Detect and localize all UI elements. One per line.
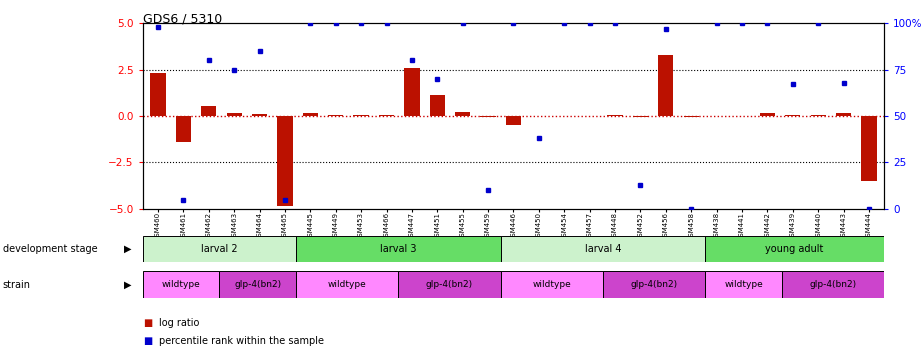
Text: ▶: ▶ xyxy=(124,280,132,290)
Bar xyxy=(506,116,521,125)
Text: ■: ■ xyxy=(143,318,152,328)
Text: glp-4(bn2): glp-4(bn2) xyxy=(631,280,678,289)
Bar xyxy=(603,271,705,298)
Bar xyxy=(227,113,242,116)
Bar xyxy=(861,116,877,181)
Bar xyxy=(399,271,501,298)
Text: larval 3: larval 3 xyxy=(380,244,416,254)
Text: development stage: development stage xyxy=(3,244,98,254)
Bar xyxy=(143,236,297,262)
Text: glp-4(bn2): glp-4(bn2) xyxy=(810,280,857,289)
Bar xyxy=(297,236,501,262)
Text: young adult: young adult xyxy=(765,244,824,254)
Bar xyxy=(379,115,394,116)
Bar xyxy=(760,113,775,116)
Bar xyxy=(785,115,800,116)
Bar xyxy=(455,112,471,116)
Bar xyxy=(303,113,318,116)
Text: wildtype: wildtype xyxy=(162,280,201,289)
Bar xyxy=(219,271,297,298)
Bar xyxy=(683,116,699,117)
Text: ▶: ▶ xyxy=(124,244,132,254)
Bar xyxy=(782,271,884,298)
Bar xyxy=(430,95,445,116)
Bar xyxy=(608,115,623,116)
Bar xyxy=(297,271,399,298)
Text: larval 2: larval 2 xyxy=(201,244,238,254)
Text: strain: strain xyxy=(3,280,30,290)
Text: log ratio: log ratio xyxy=(159,318,200,328)
Bar xyxy=(328,115,344,116)
Bar xyxy=(836,113,851,116)
Bar xyxy=(201,106,216,116)
Text: ■: ■ xyxy=(143,336,152,346)
Text: GDS6 / 5310: GDS6 / 5310 xyxy=(143,12,222,25)
Bar xyxy=(481,116,495,117)
Bar xyxy=(176,116,191,142)
Text: wildtype: wildtype xyxy=(328,280,367,289)
Text: larval 4: larval 4 xyxy=(585,244,621,254)
Bar xyxy=(252,114,267,116)
Bar xyxy=(143,271,219,298)
Bar xyxy=(633,116,648,117)
Bar xyxy=(659,55,673,116)
Bar xyxy=(501,271,603,298)
Bar xyxy=(501,236,705,262)
Bar xyxy=(354,115,368,116)
Bar xyxy=(705,271,782,298)
Bar xyxy=(404,68,419,116)
Bar xyxy=(277,116,293,206)
Bar xyxy=(150,73,166,116)
Text: percentile rank within the sample: percentile rank within the sample xyxy=(159,336,324,346)
Bar xyxy=(810,115,826,116)
Text: glp-4(bn2): glp-4(bn2) xyxy=(426,280,473,289)
Text: wildtype: wildtype xyxy=(532,280,571,289)
Text: wildtype: wildtype xyxy=(724,280,763,289)
Text: glp-4(bn2): glp-4(bn2) xyxy=(234,280,281,289)
Bar xyxy=(705,236,884,262)
